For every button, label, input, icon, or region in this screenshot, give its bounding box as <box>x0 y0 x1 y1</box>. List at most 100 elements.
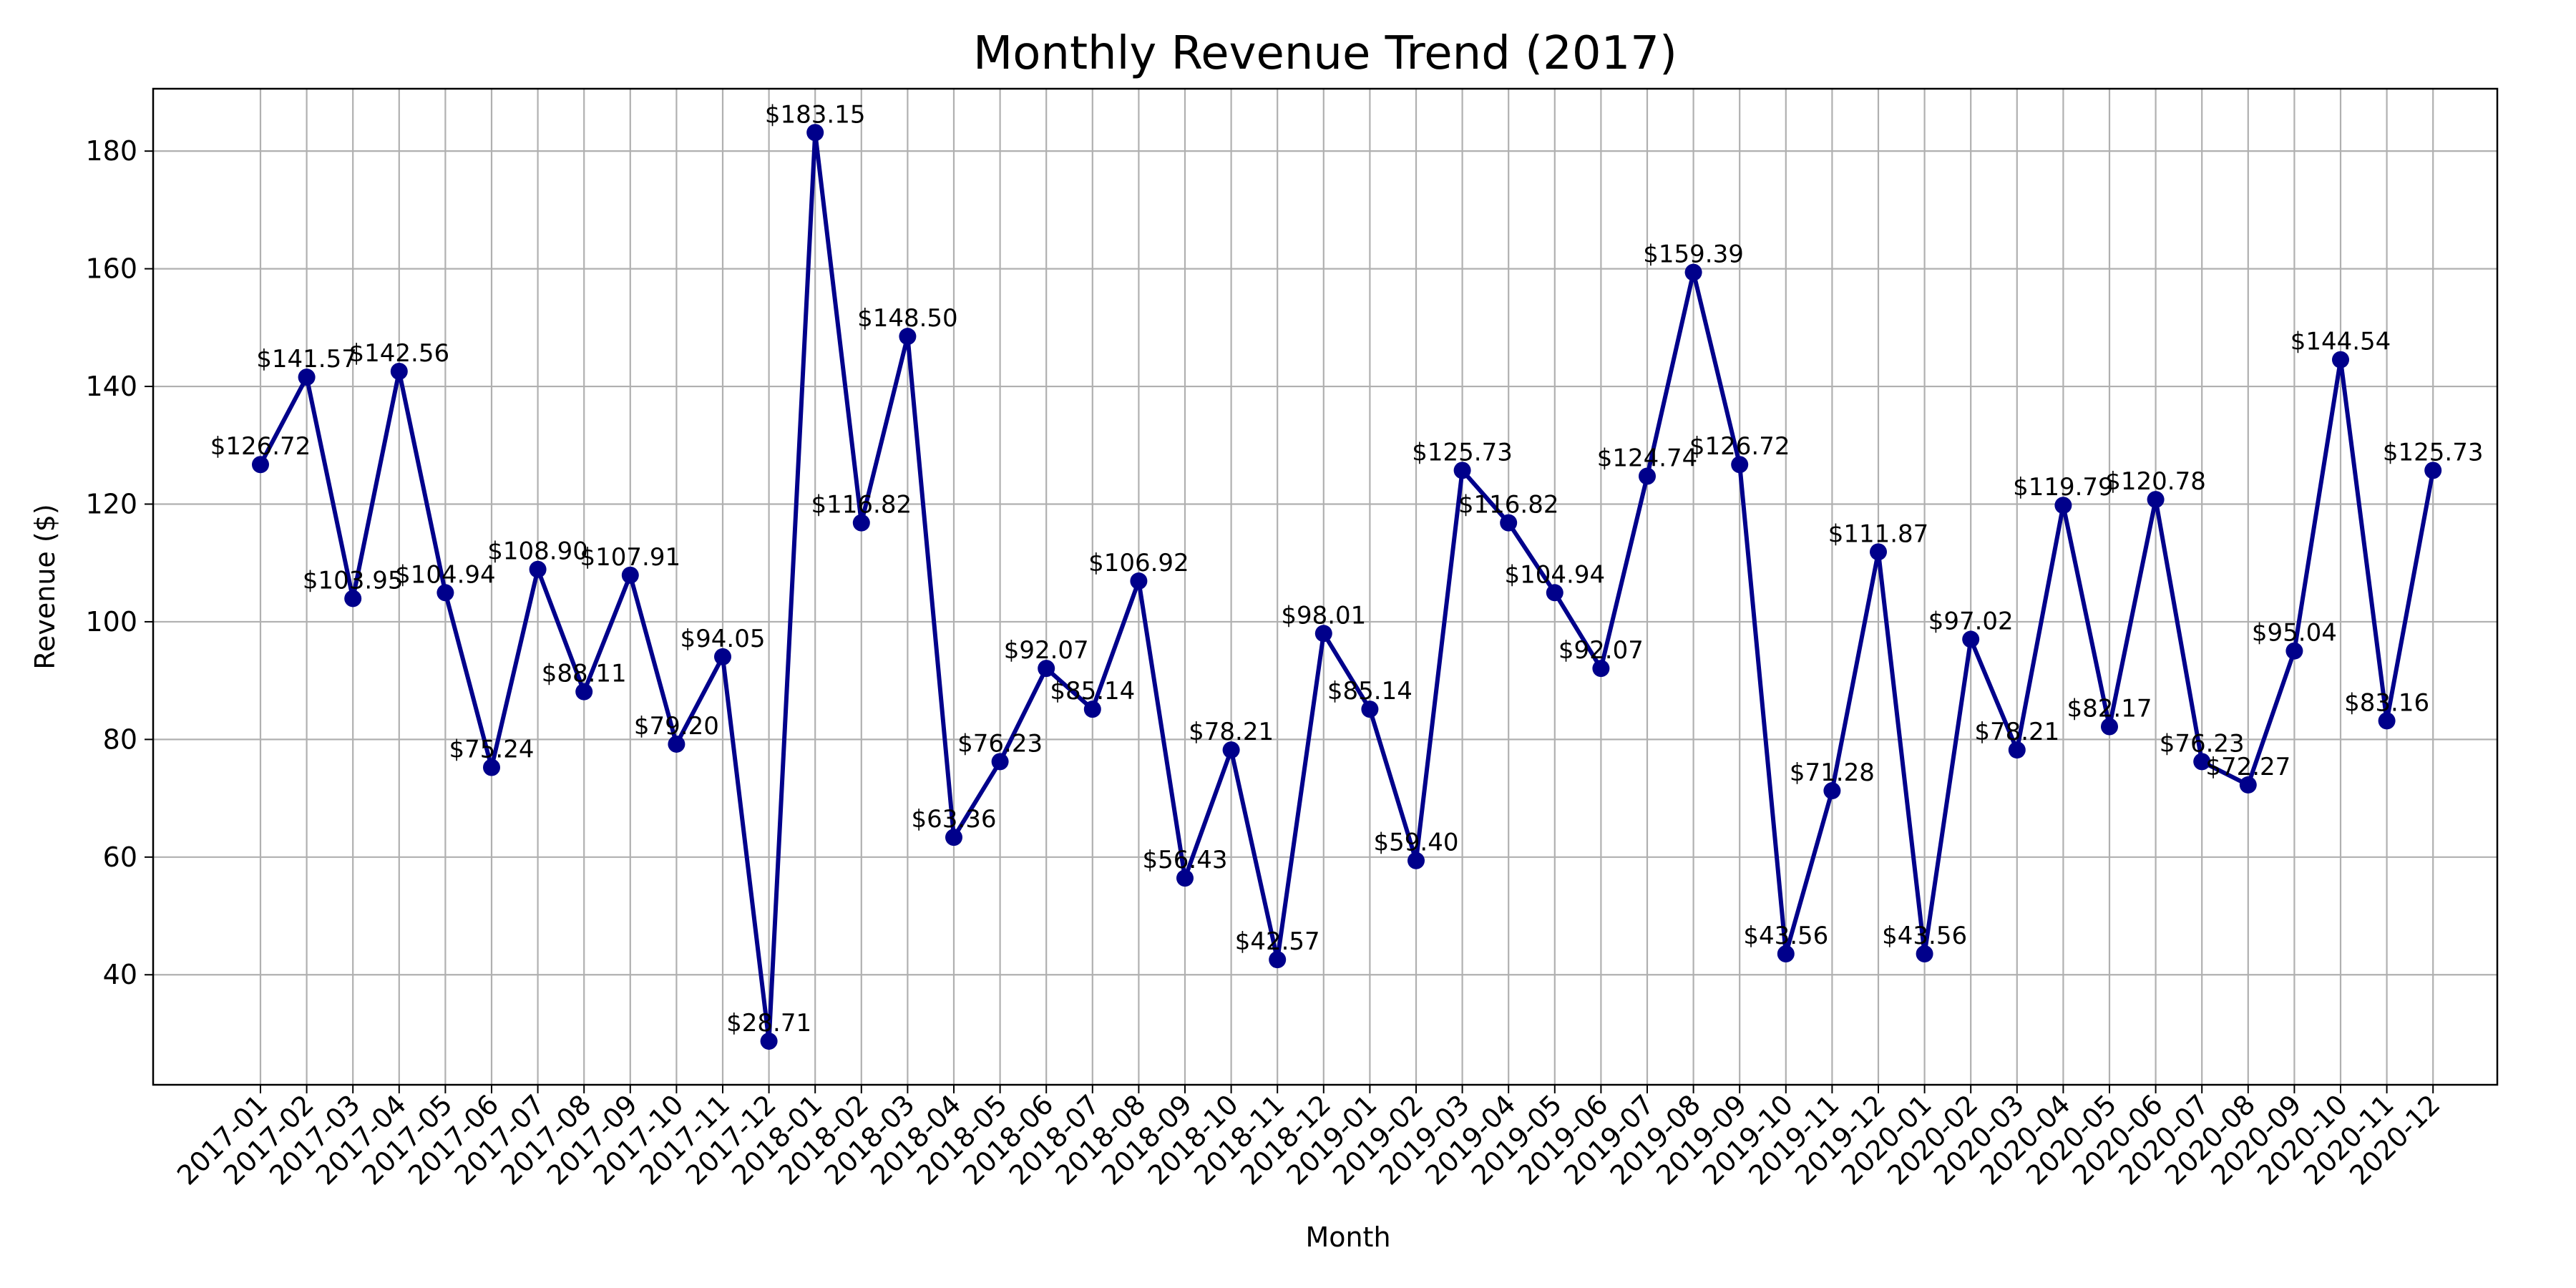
axis-ticks: 4060801001201401601802017-012017-022017-… <box>85 135 2446 1191</box>
data-label: $75.24 <box>449 736 535 764</box>
data-point <box>1823 782 1841 800</box>
data-label: $119.79 <box>2013 473 2114 502</box>
data-label: $79.20 <box>634 712 719 741</box>
data-point <box>1546 584 1563 602</box>
data-point <box>1361 701 1379 718</box>
data-point <box>668 735 686 753</box>
y-tick-label: 80 <box>103 723 137 755</box>
data-point <box>806 124 824 142</box>
data-point <box>2285 642 2303 660</box>
data-label: $83.16 <box>2344 688 2429 717</box>
data-point <box>1130 572 1148 590</box>
data-point <box>621 566 639 584</box>
data-label: $63.36 <box>912 805 997 834</box>
data-point <box>1962 630 1980 648</box>
data-label: $104.94 <box>395 560 496 589</box>
data-label: $78.21 <box>1189 718 1274 746</box>
data-point <box>2193 753 2211 771</box>
data-label: $97.02 <box>1928 607 2014 635</box>
data-label: $28.71 <box>726 1009 811 1038</box>
data-point <box>1176 869 1194 887</box>
data-point <box>1269 951 1287 969</box>
data-label: $82.17 <box>2067 695 2152 723</box>
y-tick-label: 60 <box>103 841 137 873</box>
data-label: $159.39 <box>1643 240 1744 269</box>
data-label: $126.72 <box>210 432 311 461</box>
data-point <box>2424 462 2442 479</box>
data-point <box>344 590 362 608</box>
data-label: $94.05 <box>680 625 766 653</box>
data-point <box>2332 351 2349 369</box>
data-label: $144.54 <box>2290 328 2391 356</box>
y-tick-label: 180 <box>85 135 137 167</box>
y-tick-label: 140 <box>85 371 137 402</box>
data-label: $125.73 <box>2383 438 2484 467</box>
data-label: $120.78 <box>2105 467 2206 496</box>
data-label: $108.90 <box>487 537 588 566</box>
data-point <box>252 456 269 474</box>
y-tick-label: 40 <box>103 959 137 990</box>
data-label: $106.92 <box>1088 549 1189 577</box>
y-tick-label: 120 <box>85 488 137 519</box>
data-label: $95.04 <box>2252 619 2337 648</box>
data-label: $42.57 <box>1235 927 1320 956</box>
x-axis-label: Month <box>1305 1221 1390 1253</box>
data-label: $72.27 <box>2205 753 2290 781</box>
data-label: $43.56 <box>1882 922 1967 950</box>
data-label: $124.74 <box>1597 444 1698 473</box>
data-point <box>1453 462 1471 479</box>
data-label: $148.50 <box>857 304 958 333</box>
series-line <box>258 130 2436 1044</box>
data-label: $103.95 <box>303 566 404 595</box>
data-label: $76.23 <box>2160 729 2245 758</box>
data-point <box>1592 660 1610 678</box>
data-label: $183.15 <box>765 100 866 129</box>
y-tick-label: 160 <box>85 253 137 285</box>
data-label: $92.07 <box>1558 636 1644 665</box>
data-point <box>714 648 731 665</box>
data-label: $88.11 <box>542 660 627 688</box>
data-point <box>991 753 1009 771</box>
y-tick-label: 100 <box>85 606 137 638</box>
data-point <box>852 514 870 532</box>
data-label: $85.14 <box>1327 677 1413 706</box>
data-point <box>2008 741 2026 759</box>
data-label: $59.40 <box>1374 829 1459 857</box>
data-label: $126.72 <box>1689 432 1790 461</box>
data-label: $116.82 <box>1458 491 1559 519</box>
data-point <box>529 560 547 578</box>
series-revenue <box>252 124 2442 1050</box>
data-point <box>298 369 316 386</box>
data-point <box>1870 543 1887 561</box>
data-label: $141.57 <box>256 345 357 374</box>
data-point <box>1083 701 1101 718</box>
data-label: $56.43 <box>1143 846 1228 874</box>
data-point <box>575 683 593 701</box>
data-point <box>436 584 454 602</box>
data-label: $107.91 <box>580 543 680 572</box>
data-label: $92.07 <box>1004 636 1089 665</box>
data-label: $104.94 <box>1504 560 1605 589</box>
data-point <box>2101 718 2118 736</box>
data-point <box>1407 852 1425 869</box>
data-point <box>1639 467 1656 485</box>
data-label: $142.56 <box>348 339 449 368</box>
data-point <box>1500 514 1518 532</box>
data-point <box>2378 712 2396 730</box>
grid <box>153 89 2497 1085</box>
data-point <box>1684 263 1702 281</box>
data-point <box>2054 497 2072 514</box>
data-label: $71.28 <box>1790 758 1875 787</box>
data-point <box>1314 625 1332 643</box>
data-point <box>1916 945 1933 962</box>
data-point <box>1731 456 1749 474</box>
data-label: $125.73 <box>1412 438 1513 467</box>
data-point <box>2147 491 2165 509</box>
data-labels: $126.72 $141.57 $103.95 $142.56 $104.94 $75.2… <box>210 100 2484 1038</box>
plot-area-frame <box>152 87 2499 1086</box>
y-axis-label: Revenue ($) <box>29 504 61 669</box>
data-point <box>2239 776 2257 794</box>
chart-title: Monthly Revenue Trend (2017) <box>973 27 1677 80</box>
